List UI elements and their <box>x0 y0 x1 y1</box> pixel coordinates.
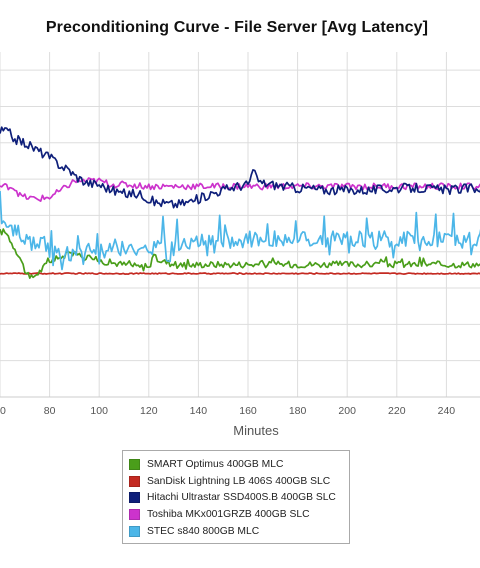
x-tick-label: 80 <box>44 405 56 417</box>
grid-layer <box>0 52 480 398</box>
x-tick-label: 220 <box>388 405 406 417</box>
legend-swatch <box>129 458 140 470</box>
legend-label: Hitachi Ultrastar SSD400S.B 400GB SLC <box>147 492 336 504</box>
x-tick-label: 180 <box>289 405 307 417</box>
legend-item: SMART Optimus 400GB MLC <box>129 456 343 473</box>
series-line-0 <box>0 228 480 279</box>
x-tick-label: 200 <box>338 405 356 417</box>
series-line-1 <box>0 272 480 275</box>
legend-swatch <box>129 526 140 538</box>
legend-label: Toshiba MKx001GRZB 400GB SLC <box>147 509 310 521</box>
legend-label: SMART Optimus 400GB MLC <box>147 458 284 470</box>
chart-title: Preconditioning Curve - File Server [Avg… <box>45 19 429 36</box>
x-tick-label: 60 <box>0 405 6 417</box>
legend-item: Hitachi Ultrastar SSD400S.B 400GB SLC <box>129 490 343 507</box>
legend-item: Toshiba MKx001GRZB 400GB SLC <box>129 506 343 523</box>
series-line-2 <box>0 126 480 209</box>
x-tick-label: 240 <box>438 405 456 417</box>
x-axis-label: Minutes <box>233 423 279 438</box>
legend-item: STEC s840 800GB MLC <box>129 523 343 540</box>
legend-swatch <box>129 492 140 504</box>
x-tick-label: 140 <box>190 405 208 417</box>
legend-label: SanDisk Lightning LB 406S 400GB SLC <box>147 475 331 487</box>
legend-swatch <box>129 475 140 487</box>
line-chart-plot: 60 80 100 120 140 160 180 200 220 240 <box>0 52 480 417</box>
x-tick-label: 100 <box>90 405 108 417</box>
series-line-4 <box>0 190 480 271</box>
x-tick-labels: 60 80 100 120 140 160 180 200 220 240 <box>0 405 455 417</box>
legend-item: SanDisk Lightning LB 406S 400GB SLC <box>129 473 343 490</box>
series-layer <box>0 126 480 279</box>
x-tick-label: 120 <box>140 405 158 417</box>
x-tick-label: 160 <box>239 405 257 417</box>
legend-label: STEC s840 800GB MLC <box>147 526 260 538</box>
legend: SMART Optimus 400GB MLC SanDisk Lightning… <box>122 450 350 544</box>
legend-swatch <box>129 509 140 521</box>
